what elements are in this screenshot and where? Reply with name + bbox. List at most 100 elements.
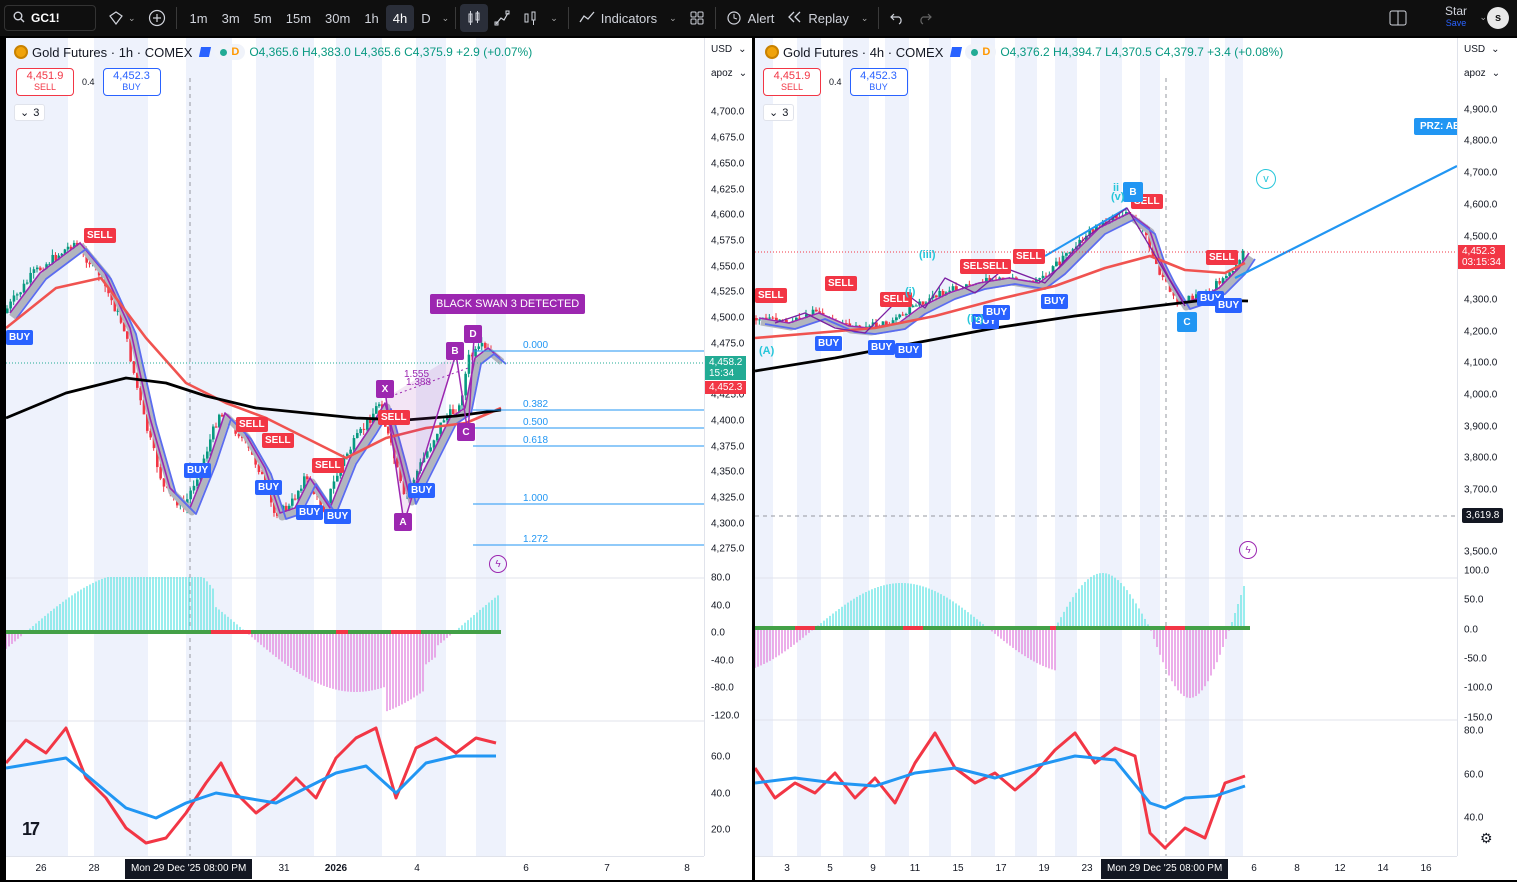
candle-body — [439, 422, 442, 434]
left-time-axis[interactable]: 26 28 31 2026 4 6 7 8 Mon 29 Dec '25 08:00 PM — [6, 856, 704, 880]
scale-mode-select[interactable]: apoz ⌄ — [711, 68, 747, 79]
chevron-down-icon: ⌄ — [1491, 44, 1500, 55]
indicators-icon — [579, 10, 595, 27]
chevron-down-icon[interactable]: ⌄ — [1479, 12, 1487, 22]
compare-icon[interactable]: ⌄ — [102, 0, 142, 36]
candles-icon[interactable] — [460, 4, 489, 32]
candle-body — [237, 433, 241, 437]
buy-signal: BUY — [983, 305, 1011, 320]
tf-d[interactable]: D — [421, 10, 431, 26]
symbol-search[interactable]: GC1! — [4, 5, 96, 31]
chevron-down-icon[interactable]: ⌄ — [550, 12, 558, 23]
left-chart-panel[interactable]: Gold Futures · 1h · COMEX D O4,365.6 H4,… — [6, 38, 752, 880]
market-open-icon — [220, 48, 228, 56]
tradingview-logo: 17 — [22, 819, 40, 839]
line-tool-icon[interactable] — [488, 4, 516, 32]
sell-button[interactable]: 4,451.9 SELL — [763, 68, 821, 96]
lightning-icon[interactable]: ϟ — [1239, 541, 1257, 559]
candle-body — [218, 414, 221, 427]
candle-body — [329, 488, 332, 504]
candle-body — [815, 309, 818, 312]
tf-30m[interactable]: 30m — [325, 10, 351, 26]
status-pill[interactable]: D — [965, 44, 997, 60]
candle-body — [905, 314, 908, 316]
tf-5m[interactable]: 5m — [253, 10, 272, 26]
right-time-axis[interactable]: 3 5 9 11 15 17 19 23 6 8 12 14 16 Mon 29 Dec '25 08:… — [755, 856, 1457, 880]
scale-mode-select[interactable]: apoz ⌄ — [1464, 68, 1500, 79]
status-pill[interactable]: D — [214, 44, 246, 60]
tf-1m[interactable]: 1m — [189, 10, 208, 26]
candle-body — [54, 254, 58, 261]
settings-gear-icon[interactable]: ⚙ — [1480, 830, 1493, 846]
candle-body — [212, 426, 215, 440]
right-legend: Gold Futures · 4h · COMEX D O4,376.2 H4,… — [765, 44, 1283, 60]
osc-tick: 0.0 — [1464, 624, 1478, 636]
tf-1h[interactable]: 1h — [364, 10, 379, 26]
candle-body — [264, 474, 267, 483]
osc-zero-band — [6, 630, 501, 634]
rsi-tick: 60.0 — [711, 751, 731, 763]
candle-body — [474, 348, 477, 357]
rsi-line-red — [6, 726, 497, 845]
candle-body — [1172, 291, 1176, 296]
session-shade — [1015, 38, 1037, 856]
candle-body — [446, 415, 449, 421]
time-tick: 26 — [35, 863, 47, 874]
candle-body — [1191, 295, 1195, 301]
candle-body — [1091, 229, 1095, 232]
alert-button[interactable]: Alert — [720, 0, 781, 36]
currency-select[interactable]: USD ⌄ — [1464, 44, 1500, 55]
candle-body — [156, 448, 159, 468]
chevron-down-icon: ⌄ — [20, 107, 30, 119]
prz-label: PRZ: AB — [1414, 118, 1467, 135]
price-tick: 4,200.0 — [1464, 326, 1498, 338]
buy-button[interactable]: 4,452.3 BUY — [102, 68, 161, 96]
avatar[interactable]: s — [1487, 7, 1509, 29]
undo-icon[interactable] — [883, 4, 911, 32]
price-tick: 4,400.0 — [711, 415, 745, 427]
last-price: 4,452.3 — [1462, 246, 1496, 257]
right-chart-canvas[interactable] — [755, 38, 1517, 880]
time-tick: 14 — [1377, 863, 1389, 874]
templates-icon[interactable] — [683, 4, 711, 32]
candle-body — [795, 317, 798, 321]
save-block[interactable]: Star Save — [1445, 5, 1467, 29]
candle-body — [1161, 274, 1165, 277]
bar-style-icon[interactable] — [516, 4, 544, 32]
indicators-collapse-toggle[interactable]: ⌄ 3 — [14, 104, 46, 121]
candle-body — [129, 338, 132, 362]
tf-3m[interactable]: 3m — [221, 10, 240, 26]
candle-body — [1155, 257, 1158, 264]
candle-body — [362, 428, 366, 430]
lightning-icon[interactable]: ϟ — [489, 555, 507, 573]
add-symbol-icon[interactable] — [142, 0, 172, 36]
chevron-down-icon[interactable]: ⌄ — [441, 12, 450, 23]
time-tick: 8 — [684, 863, 690, 874]
price-tick: 4,550.0 — [711, 261, 745, 273]
osc-tick: -40.0 — [711, 655, 734, 666]
candle-body — [162, 478, 166, 487]
replay-button[interactable]: Replay ⌄ — [780, 0, 874, 36]
tf-4h[interactable]: 4h — [385, 5, 415, 31]
time-tick: 15 — [952, 863, 964, 874]
indicators-collapse-toggle[interactable]: ⌄ 3 — [763, 104, 795, 121]
currency-select[interactable]: USD ⌄ — [711, 44, 747, 55]
right-chart-panel[interactable]: Gold Futures · 4h · COMEX D O4,376.2 H4,… — [755, 38, 1517, 880]
buy-button[interactable]: 4,452.3 BUY — [849, 68, 908, 96]
layout-icon[interactable] — [1384, 4, 1412, 32]
sell-signal: SELL — [755, 288, 787, 303]
time-tick: 12 — [1334, 863, 1346, 874]
left-price-axis[interactable]: USD ⌄ apoz ⌄ 4,700.0 4,675.0 4,650.0 4,625.0 4… — [704, 38, 752, 856]
scale-mode-label: apoz — [1464, 68, 1486, 79]
redo-icon[interactable] — [911, 4, 939, 32]
sell-button[interactable]: 4,451.9 SELL — [16, 68, 74, 96]
right-price-axis[interactable]: USD ⌄ apoz ⌄ 4,900.0 4,800.0 4,700.0 4,600.0 4… — [1457, 38, 1517, 856]
indicators-button[interactable]: Indicators ⌄ — [573, 0, 683, 36]
countdown: 03:15:34 — [1462, 257, 1501, 268]
candle-body — [467, 354, 471, 374]
left-chart-canvas[interactable] — [6, 38, 752, 880]
pattern-point-c: C — [457, 423, 475, 441]
delayed-icon: D — [231, 46, 240, 58]
tf-15m[interactable]: 15m — [285, 10, 312, 26]
candle-body — [66, 246, 70, 250]
